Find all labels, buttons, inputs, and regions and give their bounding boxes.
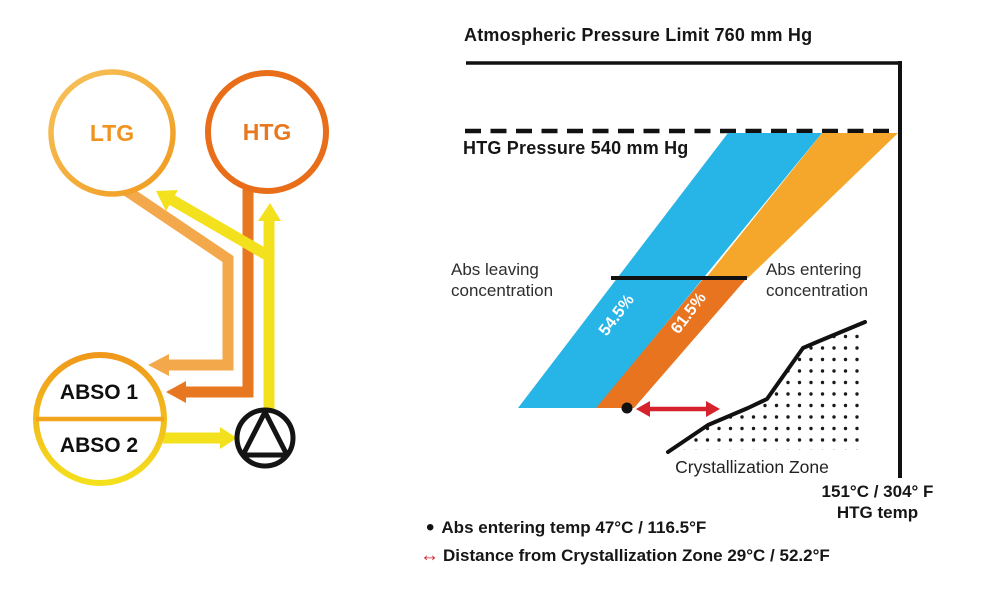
htg-pressure-label: HTG Pressure 540 mm Hg: [463, 138, 689, 158]
abso1-label: ABSO 1: [59, 381, 139, 404]
double-arrow-icon: ↔: [420, 545, 439, 566]
entering-concentration-band-upper: [706, 133, 898, 278]
arrowhead-ltg-to-abso1: [148, 354, 169, 376]
htg-circle: [205, 70, 329, 194]
pipe-solution-yellow: [156, 190, 281, 449]
htg-temp-caption: HTG temp: [836, 503, 919, 522]
legend-abs-entering-temp-text: Abs entering temp 47°C / 116.5°F: [441, 518, 707, 537]
crystallization-dotted-area: [673, 324, 866, 450]
leaving-concentration-band: [518, 133, 822, 408]
legend-crystallization-distance: ↔ Distance from Crystallization Zone 29°…: [420, 546, 830, 566]
duhring-chart: [465, 61, 902, 478]
arrowhead-pump-to-ltg: [156, 190, 178, 211]
abs-entering-temp-dot: [621, 402, 633, 414]
distance-arrow-icon: [636, 401, 720, 417]
htg-temp-value: 151°C / 304° F: [821, 482, 934, 501]
crystallization-curve: [666, 320, 867, 454]
entering-concentration-band-lower: [596, 279, 746, 408]
abso2-label: ABSO 2: [59, 434, 139, 457]
abs-entering-line1: Abs entering: [766, 260, 862, 279]
abs-leaving-line1: Abs leaving: [451, 260, 539, 279]
atmospheric-pressure-title: Atmospheric Pressure Limit 760 mm Hg: [464, 25, 813, 45]
legend-abs-entering-temp: • Abs entering temp 47°C / 116.5°F: [426, 514, 707, 541]
crystallization-zone-label: Crystallization Zone: [675, 457, 829, 477]
htg-temp-label: 151°C / 304° F HTG temp: [810, 481, 945, 523]
arrowhead-htg-to-abso1: [166, 381, 186, 403]
abs-entering-line2: concentration: [766, 280, 869, 300]
htg-label: HTG: [242, 119, 292, 145]
abs-leaving-line2: concentration: [451, 280, 554, 300]
abs-leaving-label: Abs leaving concentration: [451, 260, 571, 301]
ltg-circle: [48, 69, 176, 197]
pump-icon: [234, 407, 296, 469]
generator-flow-diagram: [33, 69, 329, 486]
ltg-label: LTG: [89, 120, 135, 146]
dot-marker-icon: •: [426, 514, 435, 541]
arrowhead-abso2-to-pump: [220, 427, 237, 449]
abs-entering-label: Abs entering concentration: [766, 260, 891, 301]
arrowhead-pump-to-htg: [258, 203, 281, 221]
pipe-htg-to-abso1: [166, 185, 254, 403]
pipe-ltg-to-abso1: [120, 184, 234, 376]
legend-crystallization-distance-text: Distance from Crystallization Zone 29°C …: [443, 546, 830, 565]
